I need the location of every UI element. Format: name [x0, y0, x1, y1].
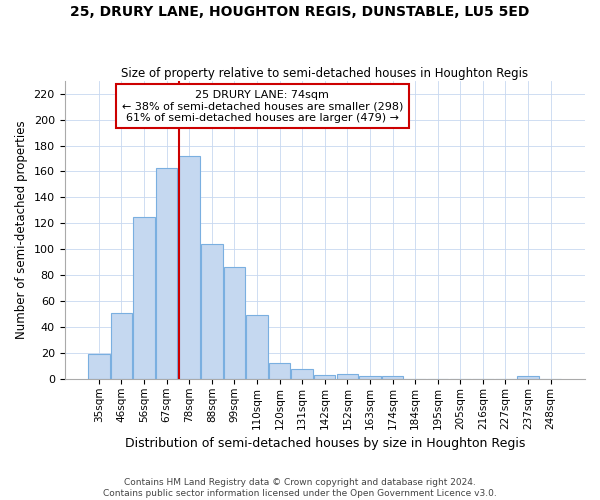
- Bar: [359, 376, 380, 379]
- Bar: [201, 244, 223, 379]
- Bar: [156, 168, 178, 379]
- Bar: [269, 364, 290, 379]
- Bar: [133, 217, 155, 379]
- Bar: [314, 375, 335, 379]
- X-axis label: Distribution of semi-detached houses by size in Houghton Regis: Distribution of semi-detached houses by …: [125, 437, 525, 450]
- Bar: [292, 368, 313, 379]
- Text: Contains HM Land Registry data © Crown copyright and database right 2024.
Contai: Contains HM Land Registry data © Crown c…: [103, 478, 497, 498]
- Bar: [246, 316, 268, 379]
- Text: 25 DRURY LANE: 74sqm
← 38% of semi-detached houses are smaller (298)
61% of semi: 25 DRURY LANE: 74sqm ← 38% of semi-detac…: [122, 90, 403, 123]
- Text: 25, DRURY LANE, HOUGHTON REGIS, DUNSTABLE, LU5 5ED: 25, DRURY LANE, HOUGHTON REGIS, DUNSTABL…: [70, 5, 530, 19]
- Bar: [517, 376, 539, 379]
- Bar: [224, 268, 245, 379]
- Bar: [179, 156, 200, 379]
- Bar: [382, 376, 403, 379]
- Title: Size of property relative to semi-detached houses in Houghton Regis: Size of property relative to semi-detach…: [121, 66, 529, 80]
- Bar: [111, 313, 132, 379]
- Bar: [337, 374, 358, 379]
- Bar: [88, 354, 110, 379]
- Y-axis label: Number of semi-detached properties: Number of semi-detached properties: [15, 120, 28, 339]
